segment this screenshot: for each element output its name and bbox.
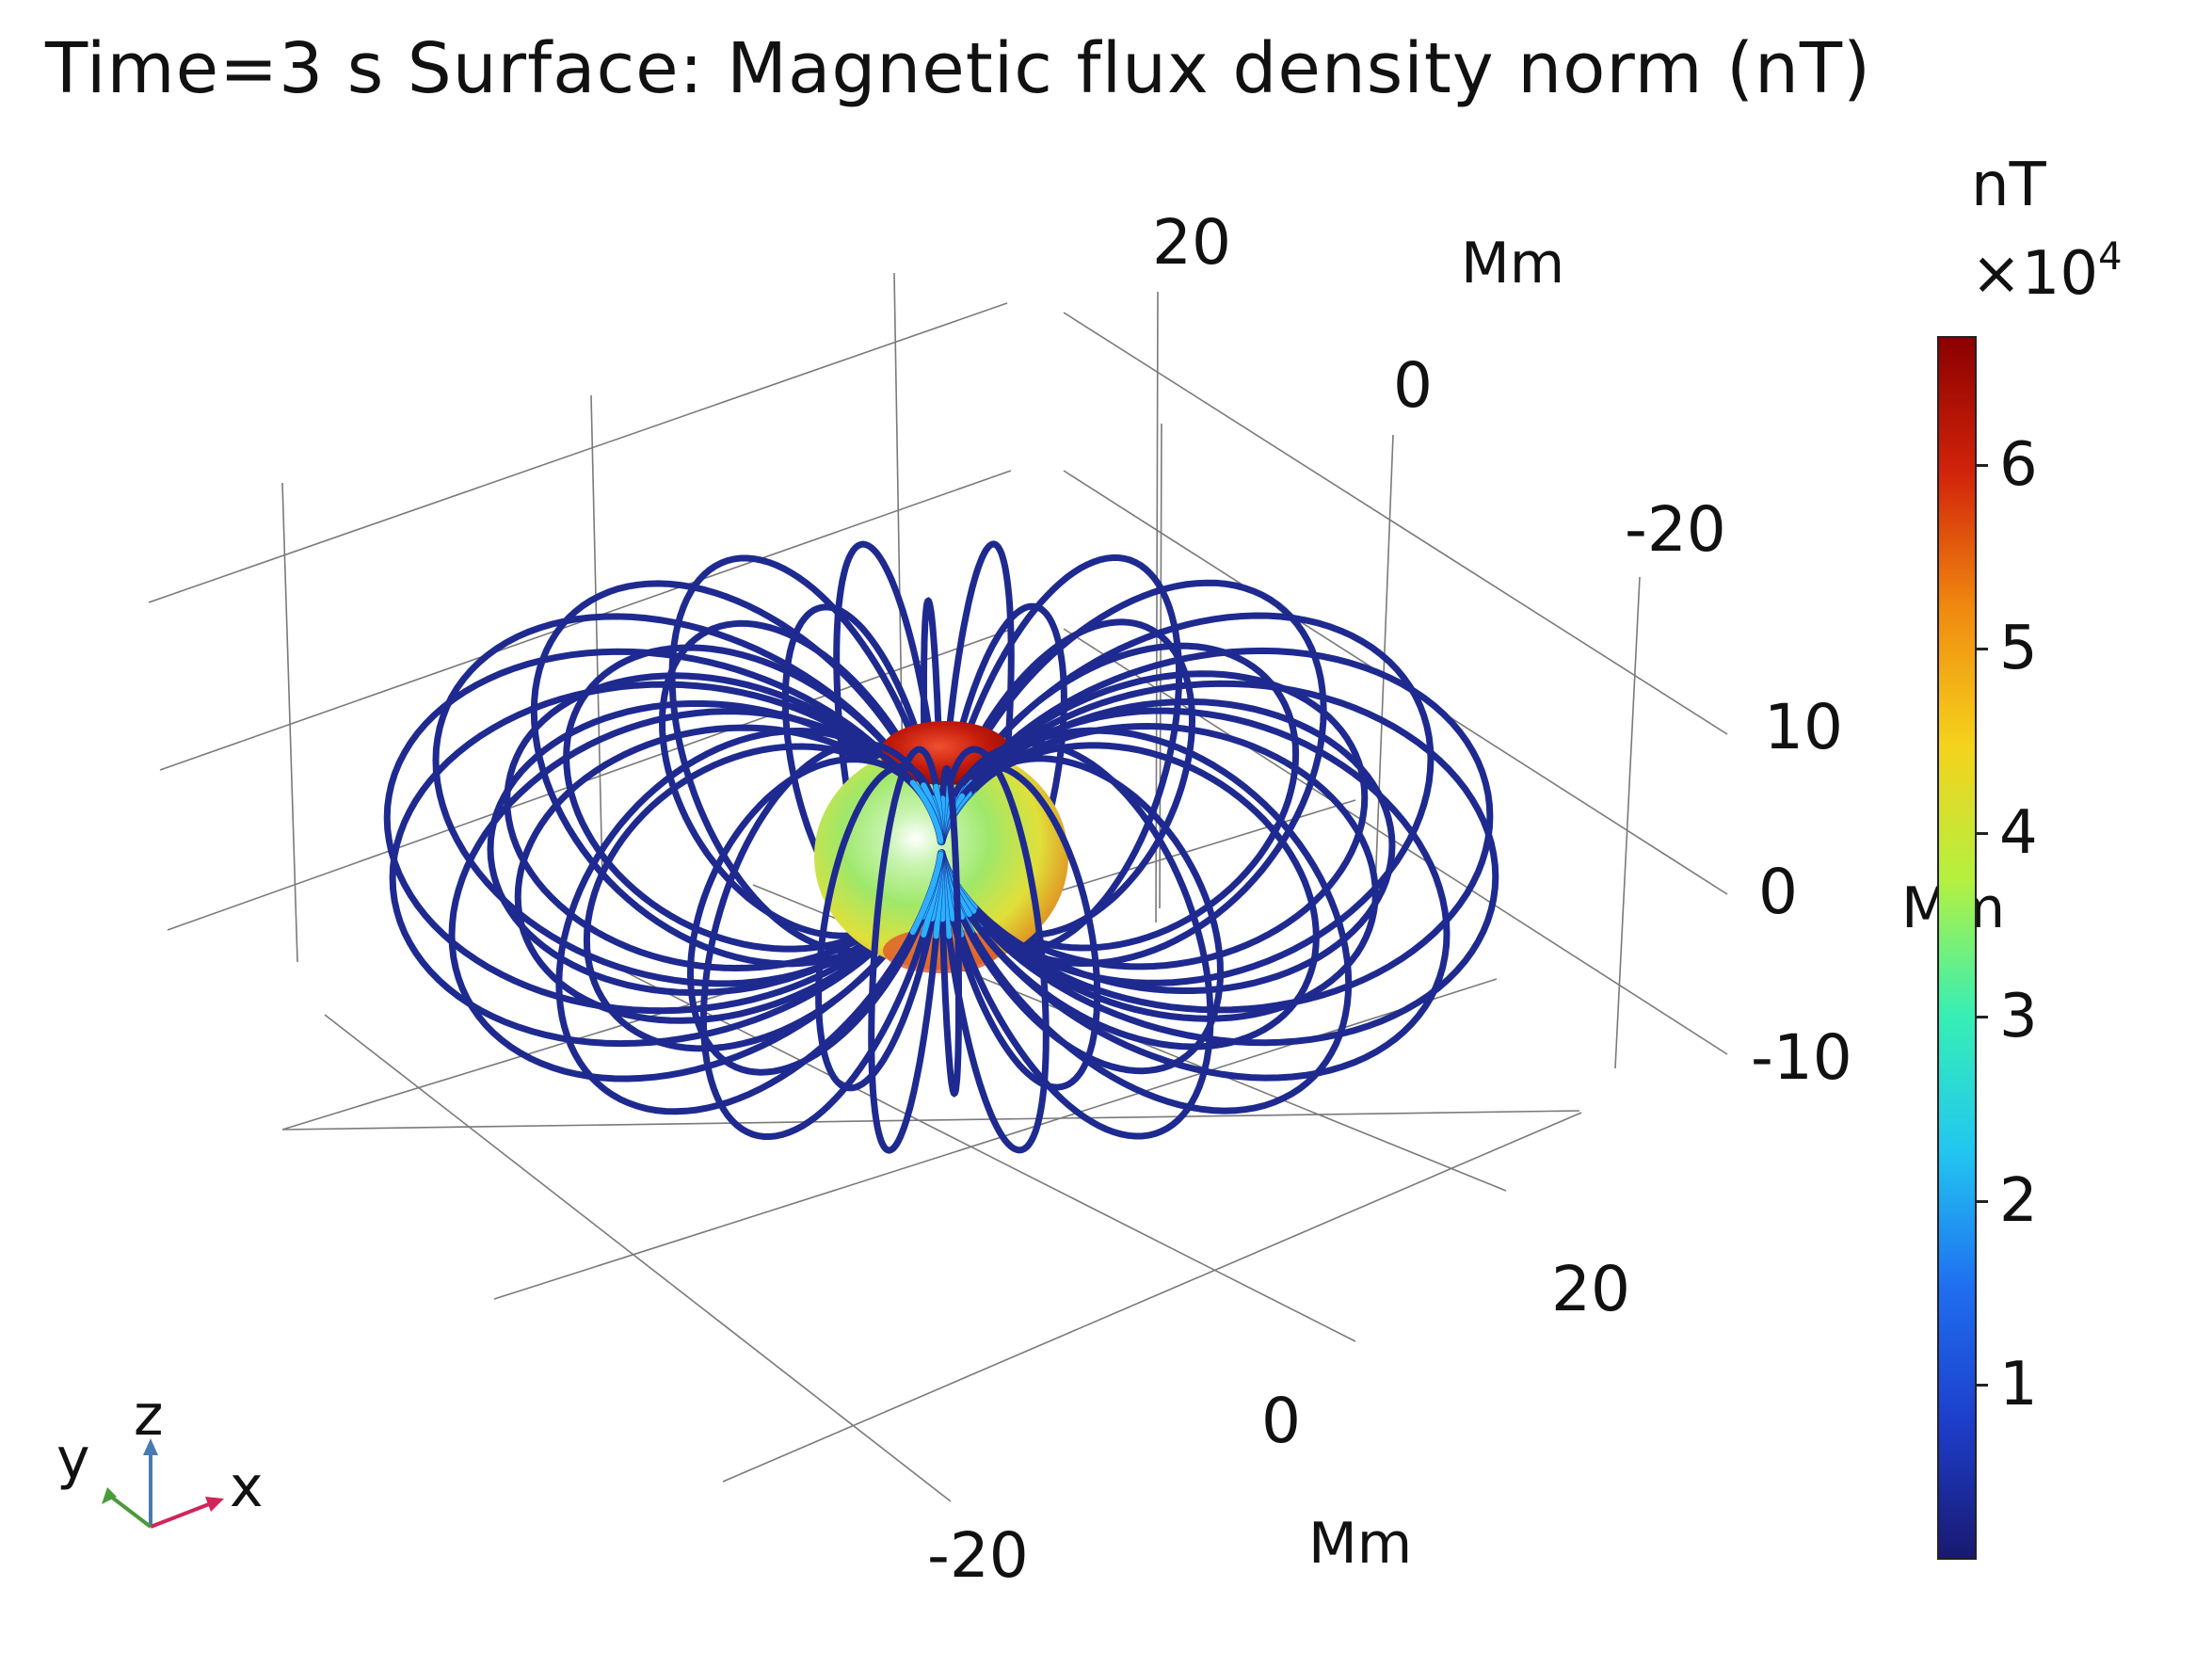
colorbar-tick-mark	[1977, 648, 1988, 651]
y-tick-neg20: -20	[1625, 493, 1726, 566]
field-line	[555, 727, 944, 1115]
colorbar-tick-label: 1	[1999, 1350, 2038, 1420]
field-line	[938, 764, 962, 1098]
axis-grid	[148, 272, 1728, 1502]
colorbar-tick-mark	[1977, 1384, 1988, 1387]
x-tick-0: 0	[1261, 1385, 1301, 1457]
colorbar-tick-label: 4	[1999, 797, 2038, 868]
triad-y-label: y	[56, 1426, 90, 1492]
field-line-pole-segment	[909, 779, 944, 844]
y-axis-unit: Mm	[1461, 231, 1564, 297]
magnetic-field-lines-front	[555, 647, 1499, 1154]
colorbar-multiplier-base: ×10	[1971, 239, 2099, 309]
z-tick-0: 0	[1758, 856, 1798, 928]
axis-triad: z x y	[56, 1383, 264, 1529]
colorbar-tick-label: 2	[1999, 1165, 2038, 1236]
triad-x-label: x	[230, 1454, 264, 1520]
colorbar-tick-label: 3	[1999, 982, 2038, 1052]
plot-title: Time=3 s Surface: Magnetic flux density …	[45, 28, 1871, 109]
colorbar-unit: nT	[1971, 151, 2046, 220]
x-axis-unit: Mm	[1308, 1511, 1412, 1577]
x-tick-neg20: -20	[927, 1519, 1029, 1592]
z-tick-neg10: -10	[1751, 1021, 1852, 1094]
x-tick-20: 20	[1551, 1253, 1630, 1325]
colorbar-tick-label: 6	[1999, 429, 2038, 500]
colorbar-tick-mark	[1977, 1016, 1988, 1019]
colorbar-tick-label: 5	[1999, 614, 2038, 684]
colorbar-multiplier: ×104	[1971, 235, 2123, 309]
colorbar-tick-mark	[1977, 831, 1988, 835]
y-tick-20: 20	[1152, 206, 1231, 279]
colorbar-tick-mark	[1977, 1199, 1988, 1203]
colorbar-exponent: 4	[2098, 235, 2123, 279]
field-line	[686, 756, 944, 1076]
field-line	[868, 746, 945, 1154]
field-line-pole-segment	[909, 851, 944, 936]
colorbar-tick-mark	[1977, 463, 1988, 467]
y-tick-0: 0	[1393, 349, 1433, 422]
z-tick-10: 10	[1764, 691, 1843, 763]
field-line	[938, 755, 1225, 1075]
colorbar	[1937, 336, 1977, 1560]
field-line	[938, 762, 1101, 1091]
triad-z-label: z	[134, 1383, 164, 1449]
field-line	[699, 740, 945, 1140]
